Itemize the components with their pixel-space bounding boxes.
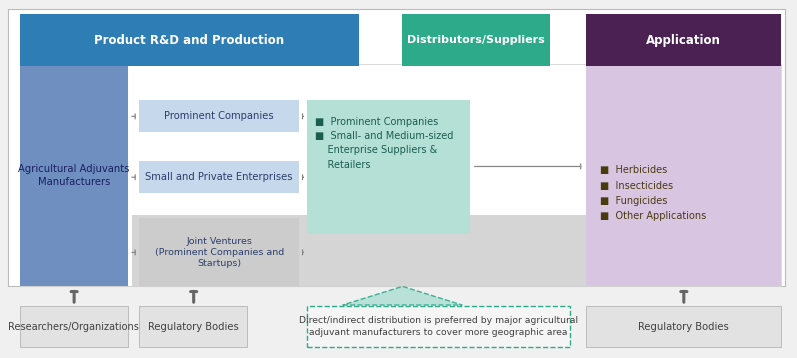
Text: Researchers/Organizations: Researchers/Organizations — [8, 322, 139, 332]
Text: Distributors/Suppliers: Distributors/Suppliers — [407, 35, 545, 45]
FancyBboxPatch shape — [20, 64, 781, 286]
Text: Direct/indirect distribution is preferred by major agricultural
adjuvant manufac: Direct/indirect distribution is preferre… — [299, 316, 578, 337]
FancyBboxPatch shape — [139, 100, 299, 132]
FancyBboxPatch shape — [139, 161, 299, 193]
FancyBboxPatch shape — [20, 306, 128, 347]
Text: Regulatory Bodies: Regulatory Bodies — [148, 322, 238, 332]
Text: Regulatory Bodies: Regulatory Bodies — [638, 322, 728, 332]
FancyBboxPatch shape — [20, 64, 128, 286]
FancyBboxPatch shape — [139, 218, 299, 286]
Text: ■  Prominent Companies
■  Small- and Medium-sized
    Enterprise Suppliers &
   : ■ Prominent Companies ■ Small- and Mediu… — [315, 117, 453, 170]
Text: Prominent Companies: Prominent Companies — [164, 111, 274, 121]
Text: Joint Ventures
(Prominent Companies and
Startups): Joint Ventures (Prominent Companies and … — [155, 237, 284, 268]
FancyBboxPatch shape — [307, 100, 470, 234]
FancyBboxPatch shape — [132, 215, 693, 286]
FancyBboxPatch shape — [586, 306, 781, 347]
FancyBboxPatch shape — [307, 306, 570, 347]
Text: Small and Private Enterprises: Small and Private Enterprises — [145, 172, 293, 182]
FancyBboxPatch shape — [8, 9, 785, 286]
Polygon shape — [343, 286, 462, 305]
FancyBboxPatch shape — [139, 306, 247, 347]
Text: Product R&D and Production: Product R&D and Production — [94, 34, 285, 47]
FancyBboxPatch shape — [402, 14, 550, 66]
Text: Application: Application — [646, 34, 720, 47]
FancyBboxPatch shape — [20, 14, 359, 66]
Text: Agricultural Adjuvants
Manufacturers: Agricultural Adjuvants Manufacturers — [18, 164, 129, 187]
Text: ■  Herbicides
■  Insecticides
■  Fungicides
■  Other Applications: ■ Herbicides ■ Insecticides ■ Fungicides… — [600, 165, 706, 221]
FancyBboxPatch shape — [586, 14, 781, 66]
FancyBboxPatch shape — [586, 64, 781, 286]
